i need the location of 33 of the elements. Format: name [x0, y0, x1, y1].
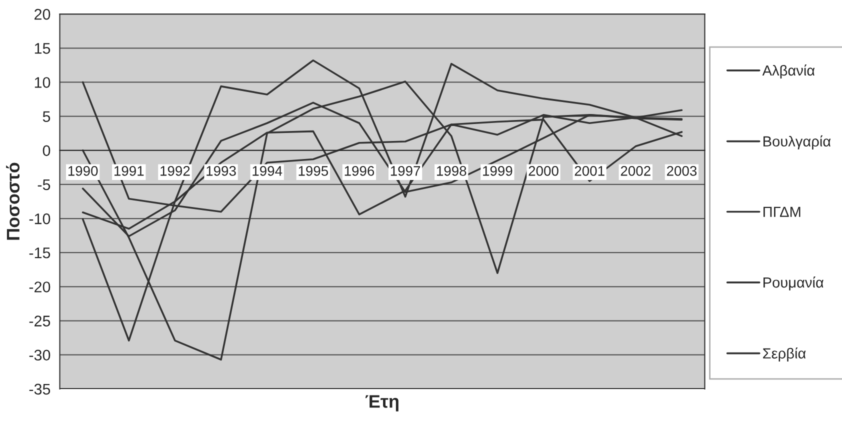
legend-label: Αλβανία — [762, 64, 815, 79]
y-tick-label: 0 — [42, 145, 50, 156]
x-tick-label: 1995 — [298, 166, 328, 176]
y-tick-label: 10 — [34, 77, 50, 88]
x-tick-label: 2000 — [528, 166, 558, 176]
y-tick-label: -15 — [29, 248, 50, 258]
x-tick-label: 1990 — [68, 166, 98, 176]
y-tick-label: -25 — [29, 316, 50, 326]
y-tick-label: -10 — [29, 213, 50, 224]
y-tick-label: 5 — [42, 111, 50, 122]
x-tick-label: 2002 — [620, 166, 650, 176]
legend-label: Ρουμανία — [764, 276, 824, 290]
y-tick-label: -20 — [29, 282, 50, 292]
x-tick-label: 1994 — [252, 166, 282, 176]
legend-label: ΠΓΔΜ — [764, 206, 800, 217]
y-tick-label: -35 — [29, 384, 50, 395]
x-tick-label: 1991 — [114, 166, 144, 176]
y-axis-title: Ποσοστό — [6, 162, 20, 240]
x-tick-label: 1996 — [344, 166, 374, 176]
legend-label: Βουλγαρία — [764, 135, 831, 150]
y-tick-label: 20 — [34, 8, 50, 20]
y-tick-label: 15 — [34, 43, 50, 54]
x-tick-label: 1999 — [483, 166, 512, 176]
y-tick-label: -5 — [38, 179, 50, 190]
x-tick-label: 1993 — [206, 166, 236, 176]
x-axis-title: Έτη — [365, 395, 398, 412]
x-tick-label: 2003 — [666, 166, 697, 176]
y-tick-label: -30 — [29, 350, 50, 361]
x-tick-label: 2001 — [574, 166, 604, 176]
x-tick-label: 1997 — [390, 166, 420, 176]
x-tick-label: 1998 — [436, 166, 466, 176]
x-tick-label: 1992 — [160, 166, 190, 176]
legend-label: Σερβία — [763, 347, 806, 362]
